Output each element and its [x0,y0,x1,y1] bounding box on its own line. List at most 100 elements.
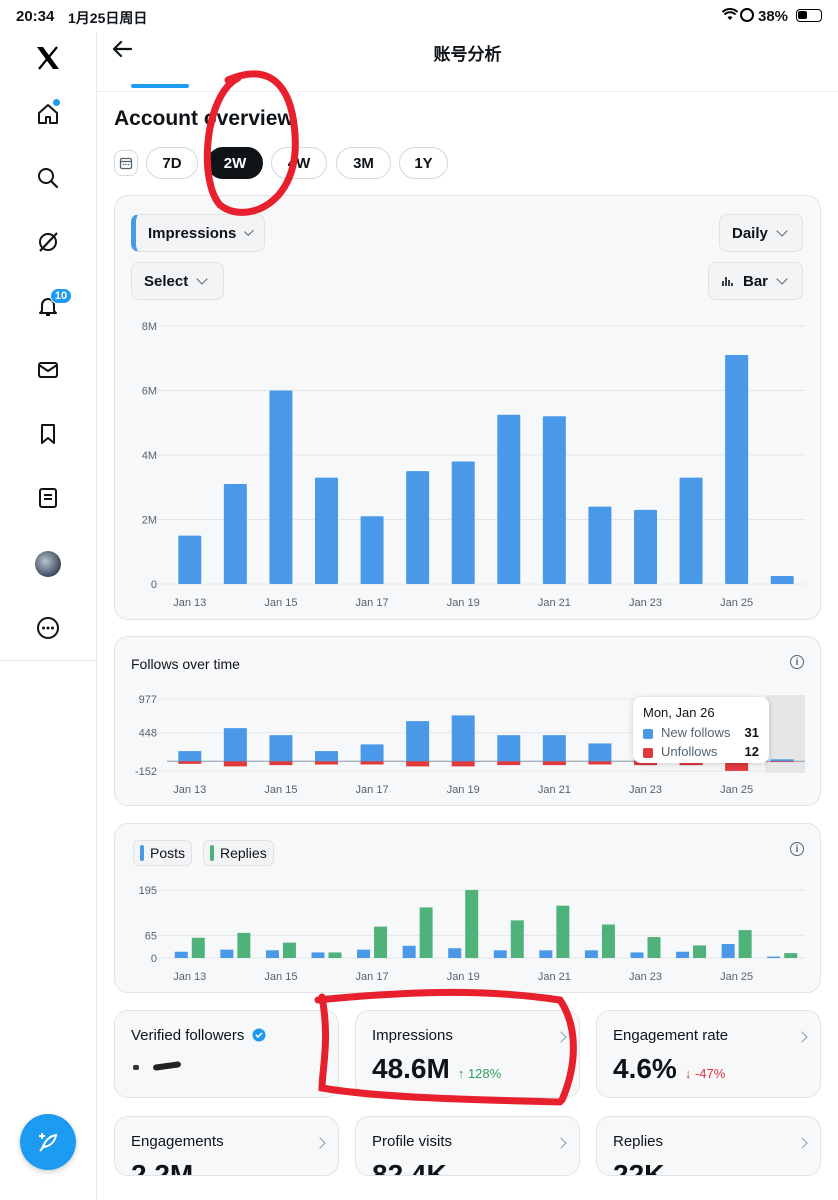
stat-change: ↓ -47% [684,1066,726,1081]
chevron-right-icon [555,1031,567,1043]
stat-label: Replies [613,1133,664,1150]
y-tick-label: 65 [145,930,157,942]
compose-button[interactable] [20,1114,76,1170]
bar-unfollows [634,761,657,766]
info-icon[interactable]: i [790,842,804,856]
posts-chart-card: Posts Replies i 195 65 0 Jan 13 Jan 15 Jan 17… [114,823,821,993]
bar-new-follows [269,735,293,762]
bar [634,509,657,584]
bar-unfollows [360,761,384,765]
range-1y[interactable]: 1Y [399,147,448,179]
bar [542,416,566,584]
notifications-badge: 10 [50,288,72,304]
legend-posts[interactable]: Posts [133,840,193,866]
stat-value: 4.6% ↓ -47% [613,1053,726,1084]
bar-unfollows [178,761,202,764]
bar-posts [493,950,507,958]
home-icon[interactable] [28,94,68,134]
chevron-down-icon [244,226,255,236]
more-icon[interactable] [28,608,68,648]
battery-percent: 38% [758,8,789,25]
bar-posts [539,950,553,958]
lists-icon[interactable] [28,478,68,518]
bar-unfollows [451,761,475,767]
y-tick-label: 977 [139,694,157,706]
range-7d[interactable]: 7D [146,147,198,179]
x-tick-label: Jan 17 [356,784,389,796]
range-2w[interactable]: 2W [207,147,263,179]
tooltip-unfollows-value: 12 [744,744,759,759]
rail-divider [0,660,97,661]
bar-unfollows [725,761,749,771]
bar [451,461,475,584]
orientation-lock-icon [740,8,754,22]
tooltip-date: Mon, Jan 26 [643,705,715,720]
x-tick-label: Jan 17 [356,971,389,983]
y-tick-label: 6M [142,386,157,398]
bar [497,414,521,584]
x-logo-icon[interactable] [28,38,68,78]
bar-posts [357,949,371,958]
stat-card-engagements[interactable]: Engagements 2.2M [114,1116,339,1176]
stat-card-engagement-rate[interactable]: Engagement rate 4.6% ↓ -47% [596,1010,821,1098]
stat-card-profile-visits[interactable]: Profile visits 82.4K [355,1116,580,1176]
y-tick-label: 8M [142,321,157,333]
x-tick-label: Jan 17 [356,597,389,609]
bar-posts [676,951,690,958]
range-4w[interactable]: 4W [271,147,327,179]
back-arrow-icon[interactable] [111,38,133,60]
messages-icon[interactable] [28,350,68,390]
chevron-right-icon [314,1137,326,1149]
x-tick-label: Jan 23 [629,784,662,796]
notifications-icon[interactable]: 10 [28,286,72,326]
period-dropdown-label: Daily [732,224,768,242]
bookmarks-icon[interactable] [28,414,68,454]
follows-chart-title: Follows over time [131,656,240,672]
select-dropdown-label: Select [144,272,189,290]
impressions-bar-chart: 8M 6M 4M 2M 0 Jan 13 Jan 15 Jan 17 Jan 19 Jan 21 J… [142,321,805,609]
search-icon[interactable] [28,158,68,198]
follows-chart-card: Follows over time i 977 448 -152 Jan 13 Jan … [114,636,821,806]
chevron-down-icon [196,273,208,285]
profile-avatar[interactable] [28,544,68,584]
x-tick-label: Jan 15 [264,971,297,983]
bar [406,471,430,584]
bar-new-follows [360,744,384,762]
range-3m[interactable]: 3M [336,147,391,179]
stat-card-impressions[interactable]: Impressions 48.6M ↑ 128% [355,1010,580,1098]
period-dropdown[interactable]: Daily [719,214,803,252]
stat-value: 2.2M [131,1159,194,1176]
bar-unfollows [497,761,521,766]
calendar-icon[interactable] [114,150,138,176]
metric-dropdown[interactable]: Impressions [131,214,265,252]
stat-label: Engagements [131,1133,224,1150]
bar-posts [265,950,279,958]
stat-card-replies[interactable]: Replies 22K [596,1116,821,1176]
legend-replies-label: Replies [220,845,267,861]
bar-unfollows [406,761,430,767]
bar-replies [237,932,251,958]
bar [223,484,247,584]
legend-replies[interactable]: Replies [203,840,274,866]
info-icon[interactable]: i [790,655,804,669]
bar-new-follows [497,735,521,762]
legend-swatch-unfollows [643,748,653,758]
x-tick-label: Jan 25 [720,597,753,609]
bar-replies [419,907,433,958]
bar-unfollows [269,761,293,766]
chart-type-dropdown[interactable]: Bar [708,262,803,300]
x-tick-label: Jan 13 [173,784,206,796]
chart-type-label: Bar [743,272,769,290]
bar-new-follows [178,751,202,762]
bar-new-follows [542,735,566,762]
stat-card-verified-followers[interactable]: Verified followers [114,1010,339,1098]
chart-tooltip: Mon, Jan 26 New follows 31 Unfollows 12 [633,697,769,763]
bar-replies [191,937,205,958]
bar-replies [738,930,752,958]
x-tick-label: Jan 15 [264,597,297,609]
x-tick-label: Jan 21 [538,597,571,609]
grok-icon[interactable] [28,222,68,262]
impressions-chart-card: Impressions Daily Select Bar 8M 6M 4M 2M 0 Ja… [114,195,821,620]
select-dropdown[interactable]: Select [131,262,224,300]
bar-posts [584,950,598,958]
